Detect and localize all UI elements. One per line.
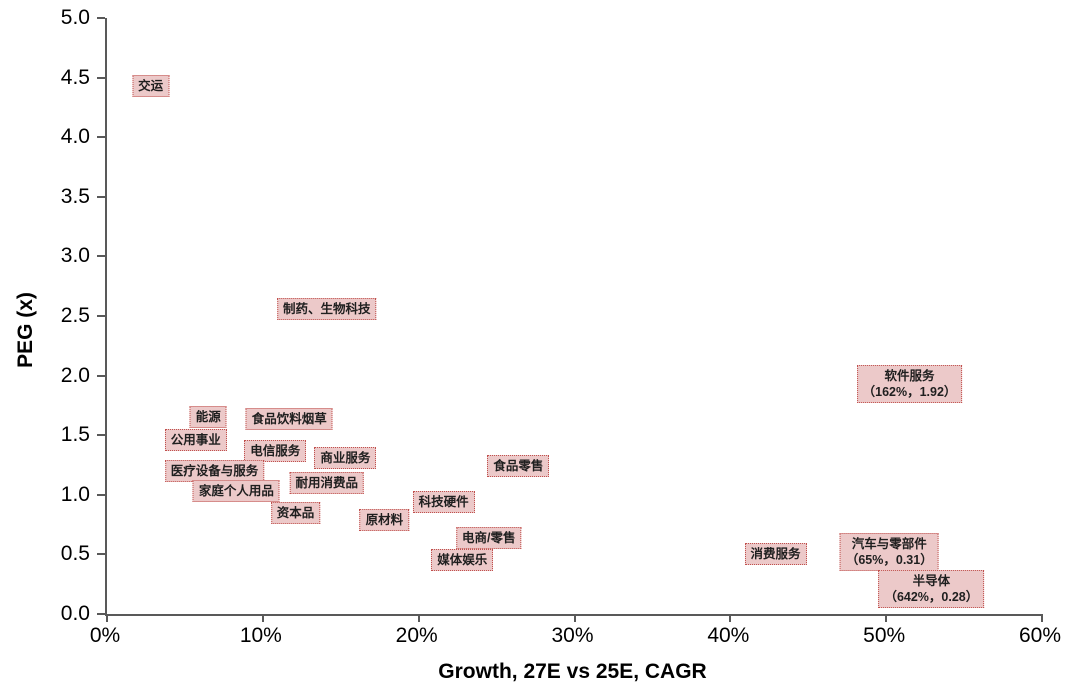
sector-label-box: 电商/零售 [456, 526, 522, 549]
sector-name: 媒体娱乐 [437, 553, 488, 568]
y-axis-tick [97, 315, 105, 317]
sector-label-box: 耐用消费品 [289, 471, 364, 494]
y-axis-tick [97, 17, 105, 19]
y-tick-label: 3.5 [60, 184, 90, 208]
y-tick-label: 4.0 [60, 125, 90, 149]
sector-label-box: 原材料 [359, 508, 410, 531]
y-tick-label: 2.5 [60, 304, 90, 327]
sector-name: 交运 [138, 78, 164, 93]
x-axis-tick [106, 614, 108, 622]
sector-label-box: 媒体娱乐 [431, 549, 494, 572]
x-axis-tick [417, 614, 420, 622]
sector-label-box: 医疗设备与服务 [164, 459, 265, 482]
x-tick-label: 0% [89, 624, 121, 647]
sector-name: 能源 [195, 410, 221, 425]
x-tick-label: 10% [239, 624, 282, 647]
sector-label-box: 公用事业 [164, 428, 227, 451]
y-axis-tick [97, 434, 105, 437]
x-axis-tick [261, 614, 264, 622]
sector-name: 耐用消费品 [295, 475, 358, 490]
sector-label-box: 食品零售 [487, 455, 550, 478]
y-axis-tick [97, 493, 105, 496]
y-axis-tick [97, 613, 105, 615]
x-axis-tick [1041, 614, 1043, 622]
sector-coordinates-note: （65%，0.31） [845, 553, 933, 568]
y-tick-label: 4.5 [60, 65, 90, 89]
sector-label-box: 电信服务 [244, 439, 307, 462]
x-axis-tick [729, 614, 732, 622]
sector-label-box: 食品饮料烟草 [245, 407, 333, 430]
sector-label-box: 能源 [189, 406, 227, 429]
sector-label-box: 软件服务 （162%，1.92） [856, 364, 963, 403]
plot-area: 交运制药、生物科技能源 食品饮料烟草公用事业电信服务 商业服务医疗设备与服务耐用消费… [97, 17, 1043, 622]
y-axis-tick [97, 195, 105, 198]
sector-coordinates-note: （642%，0.28） [884, 589, 979, 604]
x-axis-tick [885, 614, 888, 622]
y-tick-label: 3.0 [60, 244, 90, 268]
y-axis-tick [97, 374, 105, 377]
sector-name: 食品饮料烟草 [251, 411, 327, 426]
sector-name: 食品零售 [493, 459, 544, 474]
x-axis-title: Growth, 27E vs 25E, CAGR [438, 660, 707, 683]
sector-label-box: 商业服务 [314, 446, 377, 469]
y-tick-label: 2.0 [60, 363, 90, 387]
y-axis-tick [97, 255, 105, 258]
sector-label-box: 汽车与零部件 （65%，0.31） [839, 533, 939, 572]
sector-coordinates-note: （162%，1.92） [862, 384, 957, 399]
x-tick-label: 30% [551, 624, 594, 647]
x-tick-label: 20% [395, 624, 438, 647]
sector-label-box: 半导体 （642%，0.28） [878, 569, 985, 608]
y-tick-label: 1.0 [60, 482, 90, 506]
sector-name: 医疗设备与服务 [170, 463, 259, 478]
sector-label-box: 科技硬件 [412, 490, 475, 513]
x-tick-label: 50% [863, 624, 906, 647]
sector-name: 软件服务 [884, 368, 935, 383]
sector-name: 半导体 [912, 573, 951, 588]
sector-name: 制药、生物科技 [282, 301, 371, 316]
x-tick-label: 60% [1018, 624, 1062, 647]
y-axis-tick [97, 136, 105, 139]
sector-name: 原材料 [365, 512, 404, 527]
sector-label-box: 家庭个人用品 [192, 480, 280, 503]
y-tick-label: 5.0 [60, 6, 90, 29]
y-tick-label: 0.0 [60, 602, 90, 625]
sector-name: 家庭个人用品 [198, 484, 274, 499]
sector-name: 汽车与零部件 [851, 537, 927, 552]
sector-label-box: 制药、生物科技 [276, 297, 377, 320]
x-axis-tick [573, 614, 576, 622]
sector-label-box: 消费服务 [744, 543, 807, 566]
sector-label-box: 资本品 [270, 501, 321, 524]
y-tick-label: 1.5 [60, 423, 90, 447]
sector-label-box: 交运 [132, 74, 170, 97]
sector-name: 消费服务 [750, 547, 801, 562]
sector-name: 电信服务 [250, 443, 301, 458]
sector-name: 科技硬件 [418, 494, 469, 509]
sector-name: 电商/零售 [462, 530, 516, 545]
y-axis-tick [97, 553, 105, 556]
sector-name: 资本品 [276, 505, 315, 520]
y-axis-tick [97, 76, 105, 79]
y-tick-label: 0.5 [60, 542, 90, 566]
sector-name: 公用事业 [170, 432, 221, 447]
sector-name: 商业服务 [320, 450, 371, 465]
x-tick-label: 40% [707, 624, 750, 647]
